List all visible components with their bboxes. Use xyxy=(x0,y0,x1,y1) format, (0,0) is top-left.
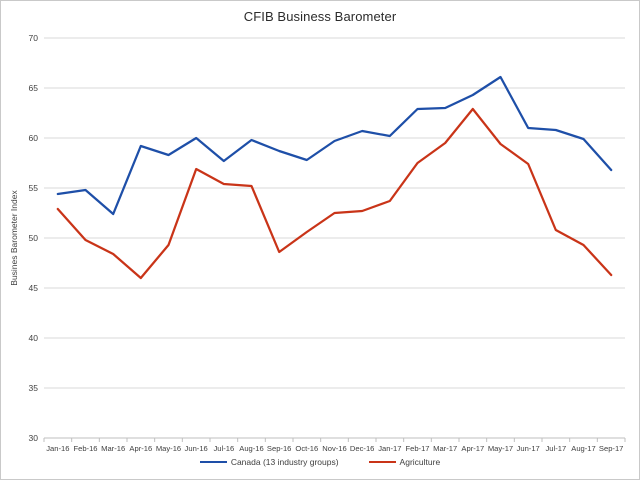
y-tick-label: 45 xyxy=(29,283,39,293)
y-tick-label: 40 xyxy=(29,333,39,343)
x-tick-label: Aug-16 xyxy=(239,444,264,453)
y-tick-label: 60 xyxy=(29,133,39,143)
y-tick-label: 70 xyxy=(29,33,39,43)
x-tick-label: Sep-17 xyxy=(599,444,624,453)
y-tick-label: 35 xyxy=(29,383,39,393)
y-axis-title: Busines Barometer Index xyxy=(9,190,19,286)
legend-line-sample xyxy=(368,460,396,464)
y-tick-label: 30 xyxy=(29,433,39,443)
x-tick-label: Jan-17 xyxy=(378,444,401,453)
legend-label: Canada (13 industry groups) xyxy=(230,457,339,467)
x-tick-label: Aug-17 xyxy=(571,444,596,453)
x-tick-label: Nov-16 xyxy=(322,444,346,453)
x-tick-label: Sep-16 xyxy=(267,444,292,453)
x-tick-label: Jul-16 xyxy=(213,444,234,453)
y-tick-label: 55 xyxy=(29,183,39,193)
x-tick-label: Mar-16 xyxy=(101,444,125,453)
x-tick-label: Apr-17 xyxy=(461,444,484,453)
legend-label: Agriculture xyxy=(399,457,441,467)
series-line-1 xyxy=(56,107,613,280)
x-tick-label: Jun-17 xyxy=(517,444,540,453)
x-tick-label: Dec-16 xyxy=(350,444,374,453)
x-tick-label: May-16 xyxy=(156,444,181,453)
series-line-0 xyxy=(56,75,613,216)
x-tick-label: Feb-16 xyxy=(73,444,97,453)
x-tick-label: Oct-16 xyxy=(295,444,318,453)
y-tick-label: 50 xyxy=(29,233,39,243)
x-tick-label: Apr-16 xyxy=(129,444,152,453)
legend: Canada (13 industry groups) Agriculture xyxy=(1,457,639,467)
y-tick-label: 65 xyxy=(29,83,39,93)
legend-line-sample xyxy=(199,460,227,464)
x-tick-label: Mar-17 xyxy=(433,444,457,453)
x-tick-label: Feb-17 xyxy=(405,444,429,453)
chart-title: CFIB Business Barometer xyxy=(243,9,397,24)
x-tick-label: May-17 xyxy=(488,444,513,453)
x-tick-label: Jun-16 xyxy=(185,444,208,453)
legend-item: Canada (13 industry groups) xyxy=(199,457,339,467)
legend-item: Agriculture xyxy=(368,457,441,467)
x-tick-label: Jan-16 xyxy=(46,444,69,453)
x-tick-label: Jul-17 xyxy=(545,444,566,453)
